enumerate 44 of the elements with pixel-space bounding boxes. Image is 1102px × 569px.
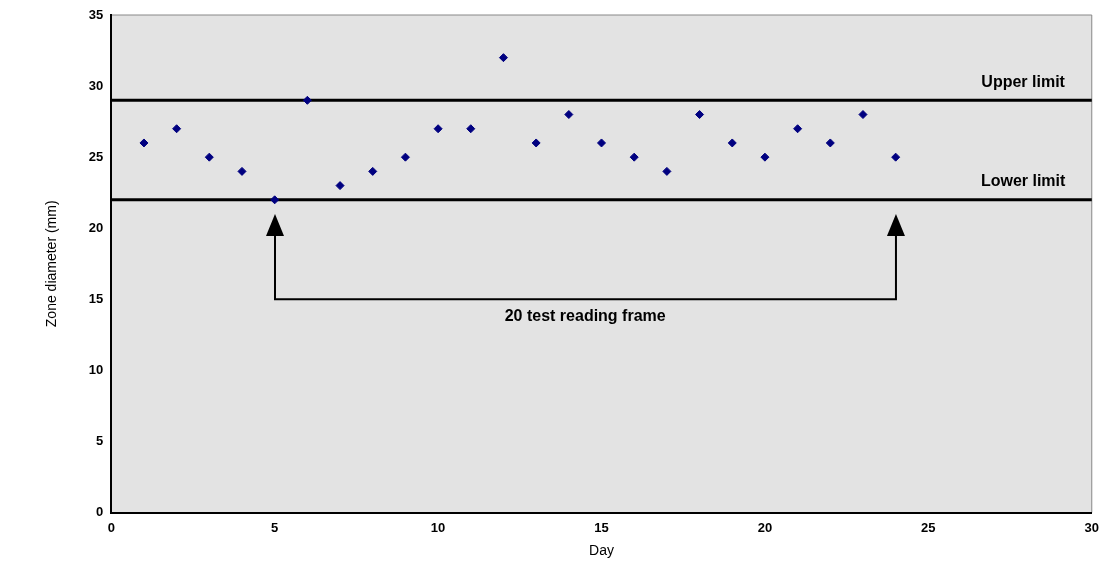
y-tick-label: 5 <box>96 433 104 449</box>
y-tick-label: 30 <box>88 77 104 93</box>
point <box>466 124 476 134</box>
point <box>270 195 280 205</box>
point <box>302 95 312 105</box>
point <box>858 110 868 120</box>
point <box>629 152 639 162</box>
point <box>695 110 705 120</box>
point <box>400 152 410 162</box>
ref-line-label: Lower limit <box>980 172 1067 190</box>
point <box>825 138 835 148</box>
x-tick-label: 10 <box>430 519 446 535</box>
x-axis-title: Day <box>589 542 614 559</box>
point <box>139 138 149 148</box>
point <box>335 181 345 191</box>
point <box>891 152 901 162</box>
point <box>727 138 737 148</box>
y-tick-label: 20 <box>88 219 104 235</box>
y-tick-label: 35 <box>88 6 104 22</box>
point <box>172 124 182 134</box>
x-tick-label: 0 <box>107 519 115 535</box>
point <box>531 138 541 148</box>
y-tick-label: 15 <box>88 290 104 306</box>
annotation: 20 test reading frame <box>504 307 666 326</box>
x-tick-label: 30 <box>1084 519 1099 535</box>
y-tick-label: 10 <box>88 362 104 378</box>
point <box>564 110 574 120</box>
point <box>204 152 214 162</box>
point <box>662 166 672 176</box>
point <box>793 124 803 134</box>
point <box>498 53 508 63</box>
ref-line-label: Upper limit <box>981 72 1066 90</box>
x-tick-label: 5 <box>271 519 279 535</box>
point <box>433 124 443 134</box>
y-tick-label: 25 <box>88 148 104 164</box>
x-tick-label: 15 <box>594 519 609 535</box>
point <box>368 166 378 176</box>
x-tick-label: 20 <box>757 519 773 535</box>
point <box>760 152 770 162</box>
x-tick-label: 25 <box>921 519 936 535</box>
point <box>597 138 607 148</box>
point <box>237 166 247 176</box>
y-axis-title: Zone diameter (mm) <box>43 200 60 328</box>
y-tick-label: 0 <box>96 504 104 520</box>
